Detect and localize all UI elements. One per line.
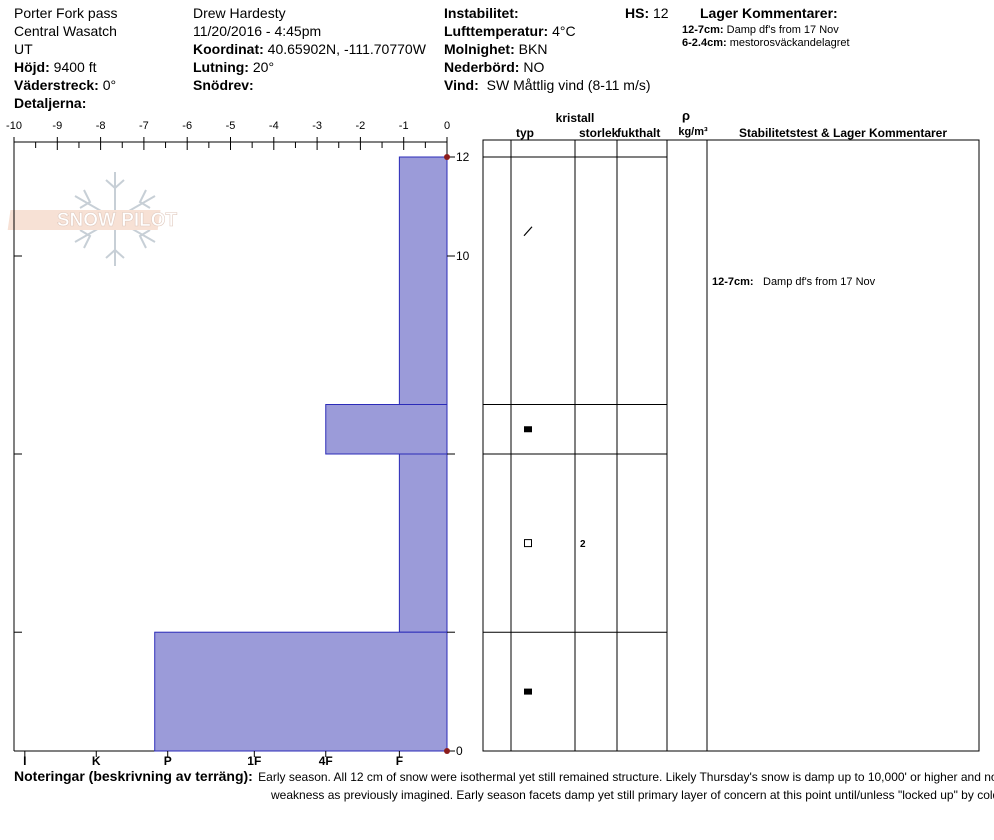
header-rho: ρ: [682, 108, 690, 123]
aspect-value: 0°: [102, 77, 117, 93]
grain-symbol: [524, 426, 532, 433]
precip-row: Nederbörd: NO: [444, 59, 544, 75]
layer-comment-text: mestorosväckandelagret: [729, 37, 850, 49]
precip-label: Nederbörd:: [444, 59, 520, 75]
stability-comment-text: Damp df's from 17 Nov: [763, 276, 876, 288]
aspect-label: Väderstreck:: [14, 77, 99, 93]
hs-value: 12: [653, 5, 669, 21]
header-typ: typ: [516, 126, 534, 140]
depth-marker: [444, 154, 450, 160]
hardness-bar: [398, 156, 448, 405]
airtemp-value: 4°C: [552, 23, 576, 39]
notes-text-1: Early season. All 12 cm of snow were iso…: [258, 770, 994, 784]
coordinate-label: Koordinat:: [193, 41, 264, 57]
logo-text: SNOW PILOT: [57, 210, 178, 231]
elevation-row: Höjd: 9400 ft: [14, 59, 96, 75]
x-tick-label: -7: [139, 120, 149, 132]
hardness-tick-label: I: [23, 754, 26, 765]
wind-value: SW Måttlig vind (8-11 m/s): [486, 77, 651, 93]
hardness-tick-label: K: [92, 754, 101, 765]
elevation-label: Höjd:: [14, 59, 50, 75]
hs-label: HS:: [625, 5, 650, 21]
wind-label: Vind:: [444, 77, 479, 93]
airtemp-row: Lufttemperatur: 4°C: [444, 23, 576, 39]
x-tick-label: -3: [312, 120, 322, 132]
table-frame: [482, 139, 980, 752]
grain-symbol: [524, 539, 532, 548]
y-tick-label: 0: [456, 744, 463, 758]
slope-row: Lutning: 20°: [193, 59, 274, 75]
aspect-row: Väderstreck: 0°: [14, 77, 116, 93]
observer-name: Drew Hardesty: [193, 5, 286, 21]
state-name: UT: [14, 41, 33, 57]
hardness-tick-label: 1F: [247, 754, 261, 765]
slope-label: Lutning:: [193, 59, 249, 75]
header-stability: Stabilitetstest & Lager Kommentarer: [739, 126, 947, 140]
hardness-tick-label: F: [396, 754, 403, 765]
header-density-unit: kg/m³: [678, 126, 708, 138]
sky-value: BKN: [518, 41, 548, 57]
notes-section: Noteringar (beskrivning av terräng): Ear…: [14, 767, 994, 804]
grain-symbol: [523, 226, 533, 237]
coordinate-row: Koordinat: 40.65902N, -111.70770W: [193, 41, 426, 57]
header-storlek: storlek: [579, 126, 619, 140]
x-tick-label: -2: [356, 120, 366, 132]
hardness-bar: [398, 453, 448, 633]
layer-comments-label: Lager Kommentarer:: [700, 5, 838, 21]
layer-comment-1: 12-7cm: Damp df's from 17 Nov: [682, 24, 839, 37]
layer-comment-range: 12-7cm:: [682, 24, 724, 36]
hardness-tick-label: P: [164, 754, 172, 765]
hs-row: HS: 12: [625, 5, 669, 21]
snowpilot-logo: SNOW PILOT: [7, 172, 178, 266]
y-tick-label: 10: [456, 249, 470, 263]
y-tick-label: 12: [456, 150, 470, 164]
airtemp-label: Lufttemperatur:: [444, 23, 549, 39]
notes-label: Noteringar (beskrivning av terräng):: [14, 768, 253, 784]
layer-comment-text: Damp df's from 17 Nov: [726, 24, 839, 36]
layer-comment-2: 6-2.4cm: mestorosväckandelagret: [682, 37, 850, 50]
depth-marker: [444, 748, 450, 754]
sky-row: Molnighet: BKN: [444, 41, 547, 57]
x-tick-label: -1: [399, 120, 409, 132]
grain-symbol: [524, 688, 532, 695]
x-tick-label: -10: [6, 120, 22, 132]
precip-value: NO: [523, 59, 545, 75]
x-tick-label: -5: [226, 120, 236, 132]
wind-row: Vind: SW Måttlig vind (8-11 m/s): [444, 77, 651, 93]
header-kristall: kristall: [556, 111, 595, 125]
location-name: Porter Fork pass: [14, 5, 118, 21]
slope-value: 20°: [252, 59, 275, 75]
header-fukthalt: fukthalt: [617, 126, 660, 140]
hardness-bar: [154, 631, 448, 752]
x-tick-label: -6: [182, 120, 192, 132]
x-tick-label: -4: [269, 120, 279, 132]
coordinate-value: 40.65902N, -111.70770W: [267, 41, 426, 57]
hardness-tick-label: 4F: [319, 754, 333, 765]
notes-line-2: weakness as previously imagined. Early s…: [271, 788, 994, 802]
x-tick-label: -8: [96, 120, 106, 132]
sky-label: Molnighet:: [444, 41, 515, 57]
logo-band: [7, 210, 161, 230]
stability-comment-range: 12-7cm:: [712, 276, 754, 288]
details-label: Detaljerna:: [14, 95, 87, 111]
grain-size: 2: [580, 539, 586, 550]
x-tick-label: -9: [52, 120, 62, 132]
observation-datetime: 11/20/2016 - 4:45pm: [193, 23, 322, 39]
drift-label: Snödrev:: [193, 77, 254, 93]
hardness-bar: [325, 404, 448, 455]
notes-line-1: Noteringar (beskrivning av terräng): Ear…: [14, 767, 994, 786]
elevation-value: 9400 ft: [53, 59, 97, 75]
range-name: Central Wasatch: [14, 23, 117, 39]
instability-label: Instabilitet:: [444, 5, 519, 21]
layer-comment-range: 6-2.4cm:: [682, 37, 727, 49]
x-tick-label: 0: [444, 120, 450, 132]
